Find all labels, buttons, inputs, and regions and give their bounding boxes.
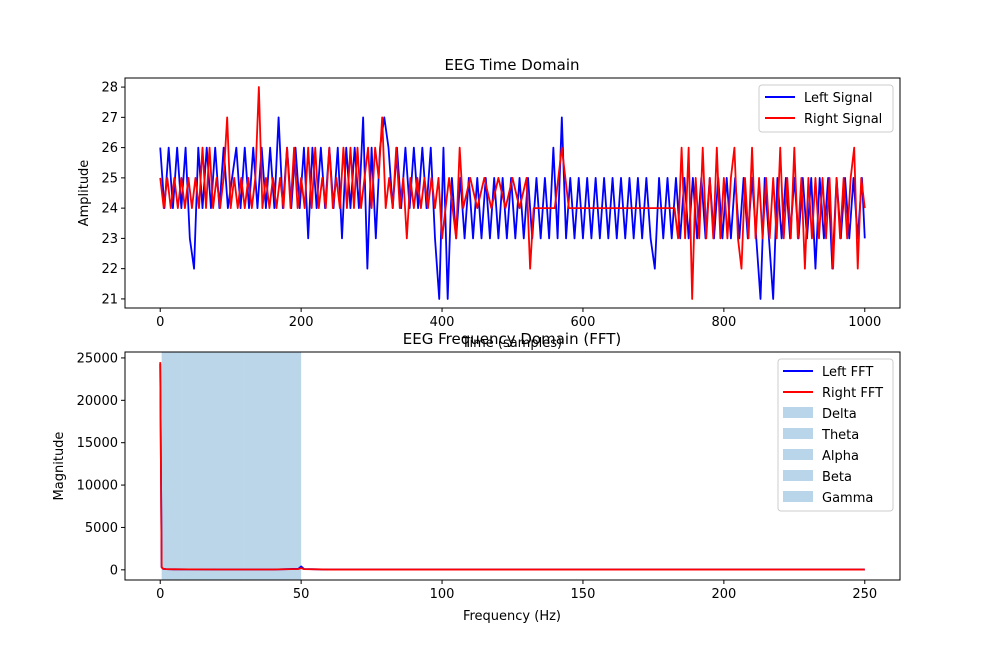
band-delta xyxy=(161,352,172,580)
y-tick-label: 24 xyxy=(101,202,118,217)
y-tick-label: 20000 xyxy=(77,394,118,409)
legend-swatch-beta xyxy=(783,470,813,481)
time-domain-y-label: Amplitude xyxy=(77,160,92,227)
y-tick-label: 0 xyxy=(110,563,118,578)
frequency-domain-y-label: Magnitude xyxy=(52,432,67,501)
time-domain-x-label: Time (samples) xyxy=(461,336,562,351)
band-gamma xyxy=(244,352,302,580)
frequency-bands xyxy=(161,352,302,580)
y-tick-label: 25000 xyxy=(77,351,118,366)
y-tick-label: 27 xyxy=(101,111,118,126)
time-domain-axes-frame xyxy=(124,77,901,309)
x-tick-label: 0 xyxy=(156,315,164,330)
legend-label-gamma: Gamma xyxy=(822,491,873,506)
legend-swatch-theta xyxy=(783,428,813,439)
band-beta xyxy=(196,352,245,580)
x-tick-label: 1000 xyxy=(848,315,881,330)
band-theta xyxy=(171,352,183,580)
y-tick-label: 23 xyxy=(101,232,118,247)
time-domain-x-ticks: 0 200 400 600 800 1000 xyxy=(156,308,881,330)
y-tick-label: 28 xyxy=(101,81,118,96)
frequency-domain-axes-frame xyxy=(124,351,901,581)
x-tick-label: 100 xyxy=(430,587,455,602)
x-tick-label: 600 xyxy=(571,315,596,330)
legend-swatch-gamma xyxy=(783,491,813,502)
y-tick-label: 15000 xyxy=(77,436,118,451)
x-tick-label: 150 xyxy=(571,587,596,602)
legend-swatch-alpha xyxy=(783,449,813,460)
legend-label-right-signal: Right Signal xyxy=(804,112,882,127)
x-tick-label: 400 xyxy=(430,315,455,330)
legend-swatch-delta xyxy=(783,407,813,418)
legend-label-right-fft: Right FFT xyxy=(822,386,883,401)
frequency-domain-x-label: Frequency (Hz) xyxy=(463,609,561,624)
frequency-domain-title: EEG Frequency Domain (FFT) xyxy=(403,330,621,348)
legend-label-beta: Beta xyxy=(822,470,852,485)
frequency-domain-plot-area xyxy=(159,362,865,571)
time-domain-y-ticks: 21 22 23 24 25 26 27 28 xyxy=(101,81,125,307)
frequency-domain-chart: 0 50 100 150 200 250 0 5000 10000 15000 20000 2500… xyxy=(52,330,901,624)
y-tick-label: 5000 xyxy=(85,521,118,536)
x-tick-label: 0 xyxy=(156,587,164,602)
series-line-right-fft xyxy=(159,362,865,571)
legend-label-left-signal: Left Signal xyxy=(804,91,873,106)
legend-label-alpha: Alpha xyxy=(822,449,859,464)
time-domain-plot-area xyxy=(159,86,866,300)
y-tick-label: 25 xyxy=(101,171,118,186)
x-tick-label: 200 xyxy=(289,315,314,330)
x-tick-label: 250 xyxy=(852,587,877,602)
time-domain-title: EEG Time Domain xyxy=(444,56,579,74)
y-tick-label: 10000 xyxy=(77,479,118,494)
frequency-domain-legend: Left FFT Right FFT Delta Theta Alpha Bet… xyxy=(777,358,894,512)
legend-label-left-fft: Left FFT xyxy=(822,365,873,380)
time-domain-chart: 0 200 400 600 800 1000 21 22 23 24 25 26 27 28 EEG T… xyxy=(77,56,901,351)
x-tick-label: 200 xyxy=(711,587,736,602)
frequency-domain-x-ticks: 0 50 100 150 200 250 xyxy=(156,580,877,602)
y-tick-label: 22 xyxy=(101,262,118,277)
y-tick-label: 21 xyxy=(101,292,118,307)
frequency-domain-y-ticks: 0 5000 10000 15000 20000 25000 xyxy=(77,351,125,578)
legend-label-delta: Delta xyxy=(822,407,857,422)
y-tick-label: 26 xyxy=(101,141,118,156)
legend-label-theta: Theta xyxy=(821,428,859,443)
x-tick-label: 800 xyxy=(711,315,736,330)
time-domain-legend: Left Signal Right Signal xyxy=(758,84,894,133)
band-alpha xyxy=(182,352,197,580)
x-tick-label: 50 xyxy=(293,587,310,602)
series-line-right-signal xyxy=(159,86,866,300)
